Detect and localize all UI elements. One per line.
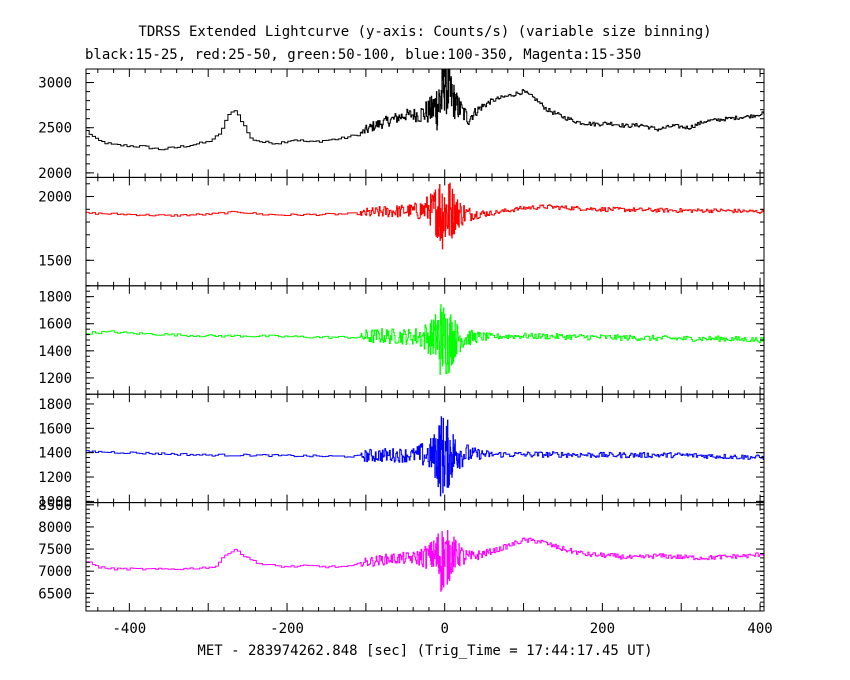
y-tick-label-4-1: 7000 [38,564,72,580]
y-tick-label-0-2: 3000 [38,76,72,92]
y-tick-label-4-0: 6500 [38,586,72,602]
panel-0: 2000 2500 3000 [38,68,765,182]
y-tick-label-3-4: 1800 [38,397,72,413]
y-tick-label-3-2: 1400 [38,446,72,462]
x-tick-label-1: -200 [270,621,304,637]
series-line-0 [86,68,764,151]
x-tick-label-4: 400 [747,621,772,637]
y-tick-label-2-0: 1200 [38,371,72,387]
y-tick-label-1-1: 2000 [38,190,72,206]
y-tick-label-3-1: 1200 [38,470,72,486]
series-line-4 [86,529,764,592]
y-tick-label-0-0: 2000 [38,166,72,182]
y-tick-label-2-2: 1600 [38,317,72,333]
panel-4: 6500 7000 7500 8000 8500 [38,498,765,612]
panel-frame-4 [85,502,765,612]
chart-subtitle: black:15-25, red:25-50, green:50-100, bl… [85,47,641,63]
series-line-3 [86,416,764,497]
y-tick-label-2-3: 1800 [38,290,72,306]
y-tick-label-4-2: 7500 [38,542,72,558]
panel-frame-1 [85,176,765,287]
y-tick-label-1-0: 1500 [38,253,72,269]
x-tick-label-3: 200 [590,621,615,637]
panel-frame-3 [85,393,765,504]
y-tick-label-3-3: 1600 [38,421,72,437]
x-tick-label-2: 0 [440,621,448,637]
panel-frame-0 [85,68,765,178]
y-tick-label-2-1: 1400 [38,344,72,360]
y-tick-label-4-4: 8500 [38,498,72,514]
panel-2: 1200 1400 1600 1800 [38,285,765,395]
y-tick-label-3-0: 1000 [38,494,72,510]
series-line-1 [86,182,764,250]
y-tick-label-4-3: 8000 [38,520,72,536]
panel-3: 1000 1200 1400 1600 1800 [38,393,765,510]
panel-1: 1500 2000 [38,176,765,287]
x-axis-label: MET - 283974262.848 [sec] (Trig_Time = 1… [197,643,652,659]
x-tick-label-0: -400 [113,621,147,637]
chart-title: TDRSS Extended Lightcurve (y-axis: Count… [138,24,711,40]
series-line-2 [86,304,764,375]
y-tick-label-0-1: 2500 [38,121,72,137]
